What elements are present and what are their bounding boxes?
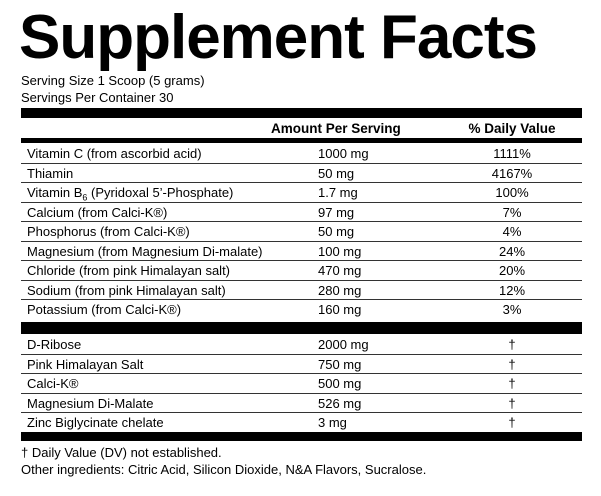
divider-thick bbox=[21, 108, 582, 118]
daily-value: 4167% bbox=[491, 165, 533, 181]
name-subscript: 6 bbox=[82, 192, 88, 203]
daily-value: 4% bbox=[502, 224, 522, 239]
table-row: Vitamin B6 (Pyridoxal 5’-Phosphate) 1.7 m… bbox=[21, 183, 582, 203]
amount: 750 mg bbox=[318, 356, 362, 372]
ingredient-name: Calci-K® bbox=[27, 376, 79, 391]
ingredient-name: Calcium (from Calci-K®) bbox=[27, 204, 168, 220]
table-row: Potassium (from Calci-K®) 160 mg 3% bbox=[21, 300, 582, 320]
amount: 280 mg bbox=[318, 282, 362, 298]
label-title: Supplement Facts bbox=[19, 3, 538, 72]
table-row: D-Ribose 2000 mg † bbox=[21, 335, 582, 355]
amount: 1.7 mg bbox=[318, 185, 358, 200]
divider-thick bbox=[21, 432, 582, 441]
ingredient-name: Magnesium Di-Malate bbox=[27, 395, 154, 411]
daily-value: 3% bbox=[502, 302, 522, 317]
daily-value: 100% bbox=[495, 185, 529, 200]
ingredient-name: Pink Himalayan Salt bbox=[27, 356, 144, 372]
table-row: Calci-K® 500 mg † bbox=[21, 374, 582, 394]
daily-value: † bbox=[508, 415, 516, 430]
ingredient-name: Sodium (from pink Himalayan salt) bbox=[27, 282, 226, 298]
serving-size: Serving Size 1 Scoop (5 grams) bbox=[21, 73, 205, 88]
divider-medium bbox=[21, 138, 582, 143]
amount: 100 mg bbox=[318, 243, 362, 259]
table-row: Magnesium (from Magnesium Di-malate) 100 … bbox=[21, 242, 582, 261]
daily-value: 20% bbox=[498, 263, 526, 278]
divider-thick bbox=[21, 322, 582, 334]
column-header: Amount Per Serving % Daily Value bbox=[21, 119, 582, 138]
table-row: Calcium (from Calci-K®) 97 mg 7% bbox=[21, 203, 582, 222]
amount: 97 mg bbox=[318, 204, 355, 220]
table-row: Pink Himalayan Salt 750 mg † bbox=[21, 355, 582, 374]
ingredient-name: Vitamin C (from ascorbid acid) bbox=[27, 146, 202, 161]
amount: 1000 mg bbox=[318, 146, 369, 161]
daily-value: 24% bbox=[498, 243, 526, 259]
ingredient-name: D-Ribose bbox=[27, 337, 82, 352]
ingredient-name: Potassium (from Calci-K®) bbox=[27, 302, 182, 317]
daily-value: 12% bbox=[498, 282, 526, 298]
table-row: Chloride (from pink Himalayan salt) 470 m… bbox=[21, 261, 582, 281]
name-part: (Pyridoxal 5’-Phosphate) bbox=[87, 185, 234, 200]
dv-header: % Daily Value bbox=[468, 121, 556, 136]
ingredient-name: Thiamin bbox=[27, 165, 74, 181]
daily-value: † bbox=[508, 356, 516, 372]
ingredient-name: Vitamin B6 (Pyridoxal 5’-Phosphate) bbox=[27, 185, 234, 203]
ingredient-name: Zinc Biglycinate chelate bbox=[27, 415, 164, 430]
footnote: † Daily Value (DV) not established. bbox=[21, 445, 222, 460]
daily-value: † bbox=[508, 337, 516, 352]
amount: 3 mg bbox=[318, 415, 347, 430]
table-row: Phosphorus (from Calci-K®) 50 mg 4% bbox=[21, 222, 582, 242]
amount: 526 mg bbox=[318, 395, 362, 411]
amount: 160 mg bbox=[318, 302, 362, 317]
ingredient-name: Magnesium (from Magnesium Di-malate) bbox=[27, 243, 263, 259]
daily-value: † bbox=[508, 376, 516, 391]
daily-value: † bbox=[508, 395, 516, 411]
ingredient-name: Chloride (from pink Himalayan salt) bbox=[27, 263, 231, 278]
ingredient-name: Phosphorus (from Calci-K®) bbox=[27, 224, 190, 239]
table-row: Zinc Biglycinate chelate 3 mg † bbox=[21, 413, 582, 433]
amount: 500 mg bbox=[318, 376, 362, 391]
daily-value: 1111% bbox=[493, 146, 531, 161]
daily-value: 7% bbox=[502, 204, 522, 220]
amount: 50 mg bbox=[318, 224, 355, 239]
table-row: Magnesium Di-Malate 526 mg † bbox=[21, 394, 582, 413]
name-part: Vitamin B bbox=[27, 185, 83, 200]
nutrient-rows: Vitamin C (from ascorbid acid) 1000 mg 111… bbox=[21, 144, 582, 320]
amount: 2000 mg bbox=[318, 337, 369, 352]
table-row: Thiamin 50 mg 4167% bbox=[21, 164, 582, 183]
amount-header: Amount Per Serving bbox=[271, 121, 401, 136]
table-row: Sodium (from pink Himalayan salt) 280 mg 1… bbox=[21, 281, 582, 300]
amount: 470 mg bbox=[318, 263, 362, 278]
other-ingredients: Other ingredients: Citric Acid, Silicon … bbox=[21, 462, 427, 477]
table-row: Vitamin C (from ascorbid acid) 1000 mg 111… bbox=[21, 144, 582, 164]
amount: 50 mg bbox=[318, 165, 355, 181]
other-ingredient-rows: D-Ribose 2000 mg † Pink Himalayan Salt 750 m… bbox=[21, 335, 582, 433]
servings-per-container: Servings Per Container 30 bbox=[21, 90, 174, 105]
